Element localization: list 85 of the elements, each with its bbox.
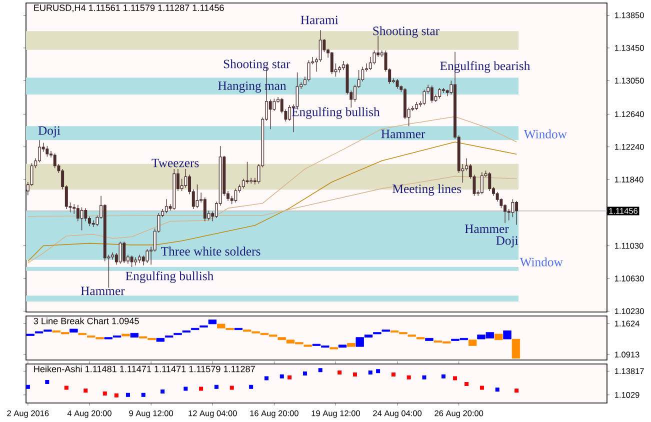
point bbox=[214, 384, 218, 389]
point bbox=[26, 384, 30, 389]
y-tick-label: 1.13817 bbox=[615, 368, 644, 374]
candlestick bbox=[415, 101, 418, 110]
point bbox=[199, 386, 204, 391]
candlestick bbox=[76, 204, 80, 222]
y-tick-label: 1.12640 bbox=[615, 111, 644, 117]
x-tick-label: 12 Aug 04:00 bbox=[188, 410, 237, 418]
y-tick-label: 1.11030 bbox=[615, 242, 644, 249]
candlestick bbox=[515, 200, 518, 225]
x-tick-label: 16 Aug 20:00 bbox=[250, 410, 298, 418]
candlestick bbox=[203, 197, 206, 222]
y-tick-label: 1.1029 bbox=[615, 392, 640, 398]
point bbox=[102, 391, 107, 396]
y-tick-label: 1.0913 bbox=[614, 351, 640, 358]
annotation: Tweezers bbox=[152, 158, 199, 168]
annotation: Engulfing bullish bbox=[126, 271, 214, 283]
point bbox=[480, 386, 484, 390]
point bbox=[126, 392, 130, 397]
point bbox=[302, 371, 307, 376]
annotation: Doji bbox=[496, 236, 518, 248]
annotation: Harami bbox=[300, 16, 338, 24]
point bbox=[406, 375, 411, 380]
annotation: Doji bbox=[38, 126, 60, 138]
chart-title: Heiken-Ashi 1.11481 1.11471 1.11471 1.11579 1.11287 bbox=[34, 365, 255, 372]
point bbox=[160, 389, 165, 394]
y-tick-label: 1.10630 bbox=[615, 275, 644, 282]
point bbox=[280, 374, 284, 378]
point bbox=[453, 376, 458, 380]
x-tick-label: 4 Aug 20:00 bbox=[67, 410, 112, 418]
point bbox=[318, 368, 322, 372]
point bbox=[64, 386, 68, 390]
ref-line-label: 1.11456 bbox=[609, 208, 638, 214]
candlestick bbox=[288, 104, 292, 121]
candlestick bbox=[38, 140, 41, 163]
x-tick-label: 19 Aug 12:00 bbox=[312, 410, 360, 418]
point bbox=[45, 380, 50, 384]
candlestick bbox=[404, 88, 406, 120]
y-tick-label: 1.11840 bbox=[615, 176, 644, 182]
candlestick bbox=[164, 198, 168, 214]
point bbox=[338, 370, 342, 374]
x-tick-label: 26 Aug 20:00 bbox=[434, 410, 484, 418]
annotation: Window bbox=[520, 257, 563, 266]
point bbox=[249, 384, 254, 389]
point bbox=[114, 393, 118, 398]
point bbox=[422, 375, 426, 380]
point bbox=[184, 386, 188, 391]
point bbox=[495, 388, 500, 392]
point bbox=[264, 376, 268, 380]
annotation: Window bbox=[524, 129, 567, 138]
y-tick-label: 1.1624 bbox=[614, 320, 640, 326]
candlestick bbox=[111, 252, 114, 260]
point bbox=[230, 386, 234, 390]
annotation: Hammer bbox=[381, 130, 426, 138]
y-tick-label: 1.13050 bbox=[615, 78, 644, 84]
annotation: Hammer bbox=[464, 224, 509, 233]
annotation: Shooting star bbox=[224, 59, 290, 71]
point bbox=[391, 372, 396, 376]
point bbox=[464, 382, 469, 386]
x-tick-label: 9 Aug 12:00 bbox=[129, 410, 174, 418]
point bbox=[441, 374, 446, 378]
candlestick bbox=[480, 172, 484, 194]
point bbox=[84, 388, 88, 392]
point bbox=[352, 372, 357, 376]
point bbox=[376, 368, 380, 373]
annotation: Meeting lines bbox=[392, 184, 462, 196]
chart-title: EURUSD,H4 1.11561 1.11579 1.11287 1.11456 bbox=[34, 4, 224, 12]
x-tick-label: 2 Aug 2016 bbox=[7, 410, 49, 418]
point bbox=[288, 375, 292, 380]
candlestick bbox=[138, 254, 141, 264]
y-tick-label: 1.12240 bbox=[615, 144, 644, 150]
annotation: Three white solders bbox=[161, 246, 260, 256]
point bbox=[368, 370, 372, 374]
annotation: Shooting star bbox=[373, 26, 440, 38]
y-tick-label: 1.13450 bbox=[615, 44, 644, 51]
y-tick-label: 1.13850 bbox=[615, 12, 644, 18]
x-tick-label: 24 Aug 04:00 bbox=[373, 410, 422, 418]
point bbox=[141, 392, 146, 397]
line-series bbox=[28, 141, 517, 262]
candlestick bbox=[430, 85, 434, 103]
point bbox=[514, 388, 519, 392]
annotation: Hammer bbox=[80, 286, 125, 296]
chart-title: 3 Line Break Chart 1.0945 bbox=[34, 317, 139, 324]
candlestick bbox=[442, 88, 445, 94]
y-tick-label: 1.10230 bbox=[615, 308, 644, 314]
